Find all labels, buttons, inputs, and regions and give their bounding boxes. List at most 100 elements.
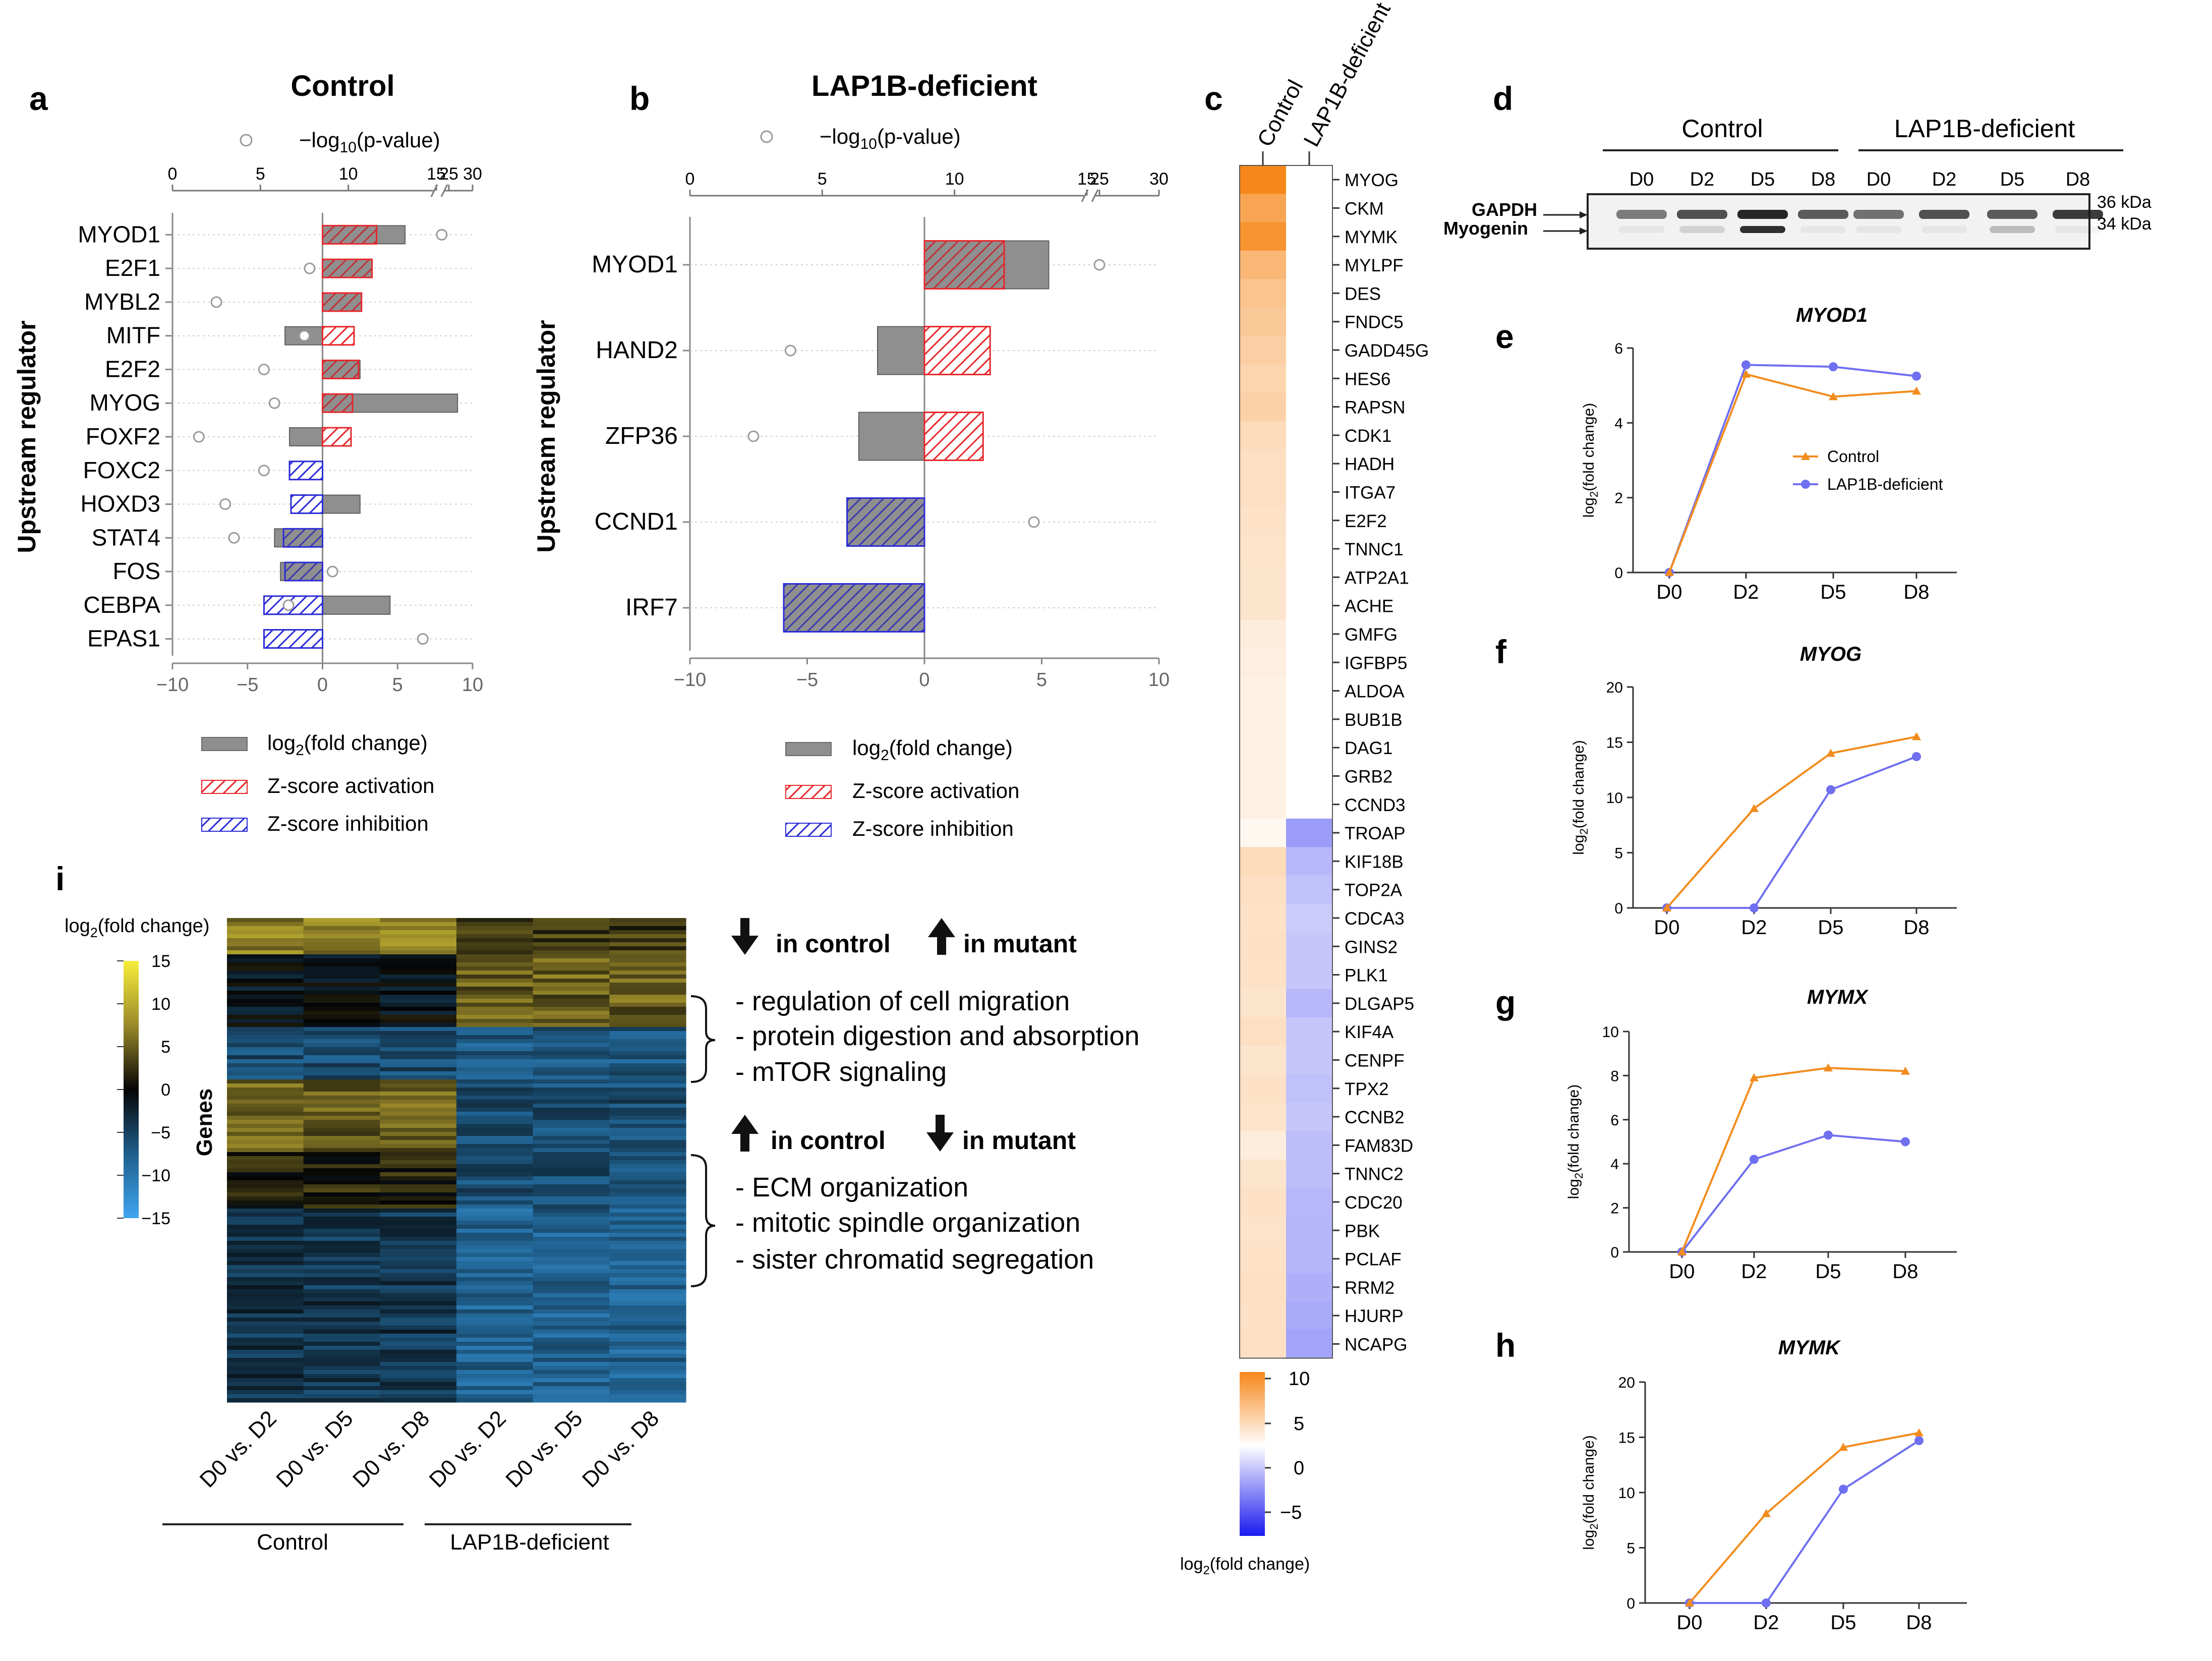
heatmap-i-cell: [533, 983, 610, 987]
heatmap-i-cell: [456, 1035, 534, 1040]
heatmap-row-label: HADH: [1345, 454, 1394, 474]
heatmap-i-cell: [227, 1055, 304, 1060]
colorbar-i-tick-label: 10: [151, 995, 170, 1014]
heatmap-i-cell: [533, 1083, 610, 1088]
heatmap-i-cell: [227, 942, 304, 947]
category-label: E2F1: [105, 255, 160, 281]
heatmap-i-cell: [609, 1326, 686, 1330]
heatmap-i-cell: [609, 979, 686, 983]
heatmap-i-cell: [609, 1160, 686, 1165]
heatmap-i-cell: [227, 1346, 304, 1350]
heatmap-i-cell: [456, 1043, 534, 1048]
heatmap-i-cell: [533, 1249, 610, 1253]
heatmap-i-cell: [456, 938, 534, 943]
pvalue-point: [219, 498, 231, 510]
heatmap-i-cell: [303, 1047, 380, 1052]
heatmap-i-cell: [609, 1237, 686, 1241]
y-axis-label: log2(fold change): [1570, 740, 1590, 854]
blot-lane-label: D8: [1811, 169, 1836, 190]
heatmap-i-cell: [227, 1366, 304, 1370]
heatmap-i-cell: [609, 1031, 686, 1036]
heatmap-i-cell: [380, 970, 457, 975]
y-axis-tick-label: 6: [1614, 340, 1623, 357]
zscore-inhibition-bar: [263, 629, 323, 649]
heatmap-i-cell: [533, 1160, 610, 1165]
heatmap-i-cell: [533, 946, 610, 951]
heatmap-i-cell: [456, 1265, 534, 1270]
heatmap-i-cell: [380, 983, 457, 987]
heatmap-i-cell: [227, 983, 304, 987]
heatmap-i-cell: [303, 1059, 380, 1064]
heatmap-i-cell: [533, 1281, 610, 1286]
mutant-point: [1912, 371, 1921, 381]
heatmap-cell-control: [1240, 1273, 1286, 1302]
heatmap-i-cell: [380, 1027, 457, 1032]
heatmap-cell-mutant: [1286, 1074, 1332, 1103]
heatmap-i-cell: [380, 1007, 457, 1011]
heatmap-i-cell: [609, 1245, 686, 1249]
heatmap-i-cell: [380, 1164, 457, 1169]
heatmap-i-cell: [456, 983, 534, 987]
heatmap-row-label: ATP2A1: [1345, 568, 1409, 588]
heatmap-i-cell: [380, 1281, 457, 1286]
heatmap-i-cell: [533, 1213, 610, 1217]
heatmap-i-cell: [533, 1019, 610, 1023]
heatmap-cell-mutant: [1286, 364, 1332, 393]
block2-term-2: - sister chromatid segregation: [735, 1244, 1094, 1275]
heatmap-i-cell: [609, 1075, 686, 1080]
heatmap-i-cell: [303, 918, 380, 923]
heatmap-i-cell: [533, 1370, 610, 1374]
panel-i-group-control: Control: [257, 1530, 328, 1555]
zscore-activation-bar: [923, 412, 984, 461]
panel-i-colorbar-gradient: [124, 961, 139, 1218]
x-axis-tick-label: D5: [1820, 581, 1846, 603]
heatmap-i-cell: [303, 999, 380, 1003]
heatmap-i-cell: [456, 975, 534, 979]
heatmap-i-cell: [533, 1237, 610, 1241]
heatmap-i-cell: [456, 1301, 534, 1306]
heatmap-i-cell: [380, 1188, 457, 1193]
heatmap-i-cell: [456, 1184, 534, 1189]
top-axis-tick-label: 10: [339, 164, 358, 184]
heatmap-i-cell: [303, 1205, 380, 1209]
top-axis-tick-label: 10: [945, 169, 964, 189]
heatmap-i-cell: [380, 1067, 457, 1072]
pvalue-point: [784, 345, 796, 357]
heatmap-i-cell: [227, 1386, 304, 1391]
heatmap-i-cell: [380, 1128, 457, 1132]
top-axis-tick-label: 0: [168, 164, 178, 184]
heatmap-i-cell: [380, 1096, 457, 1100]
heatmap-i-cell: [303, 1386, 380, 1391]
heatmap-i-cell: [303, 995, 380, 999]
mutant-series-line: [1668, 364, 1917, 573]
heatmap-i-cell: [456, 1350, 534, 1354]
heatmap-i-cell: [456, 1051, 534, 1056]
heatmap-i-cell: [533, 1374, 610, 1379]
heatmap-cell-control: [1240, 1159, 1286, 1188]
control-point: [1662, 903, 1671, 911]
heatmap-i-cell: [303, 1209, 380, 1213]
y-axis-label-suffix: (fold change): [1581, 403, 1597, 491]
heatmap-i-cell: [609, 1334, 686, 1338]
heatmap-cell-mutant: [1286, 563, 1332, 592]
category-label: CEBPA: [83, 592, 160, 618]
heatmap-cell-mutant: [1286, 875, 1332, 904]
category-label: STAT4: [92, 524, 160, 550]
heatmap-i-cell: [380, 1229, 457, 1233]
heatmap-i-cell: [227, 1176, 304, 1181]
colorbar-i-tick-label: −10: [141, 1166, 170, 1185]
heatmap-i-cell: [533, 1120, 610, 1124]
heatmap-i-cell: [380, 1326, 457, 1330]
mutant-series-line: [1690, 1440, 1920, 1604]
heatmap-i-cell: [380, 1124, 457, 1128]
heatmap-i-cell: [303, 1309, 380, 1314]
heatmap-i-cell: [227, 938, 304, 943]
heatmap-i-cell: [303, 1225, 380, 1229]
heatmap-i-cell: [380, 1100, 457, 1104]
heatmap-i-cell: [227, 954, 304, 959]
heatmap-i-cell: [609, 1164, 686, 1169]
heatmap-row-label: RRM2: [1345, 1278, 1394, 1298]
x-axis-tick-label: −10: [156, 674, 189, 696]
heatmap-i-cell: [227, 1003, 304, 1007]
heatmap-i-cell: [380, 1237, 457, 1241]
